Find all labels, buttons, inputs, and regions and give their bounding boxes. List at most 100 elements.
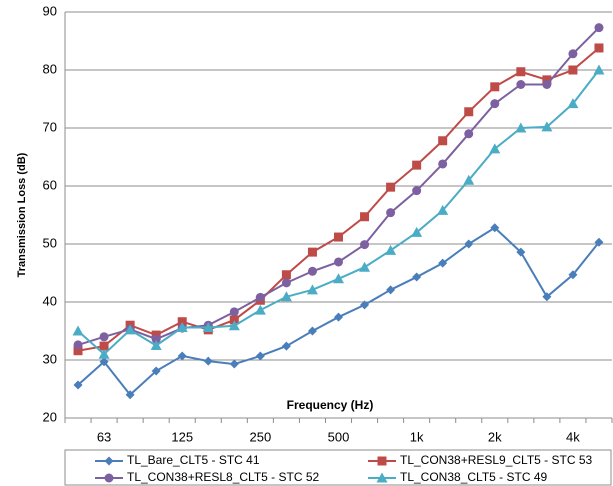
y-tick-label: 60 [43,177,57,192]
data-point [73,346,83,356]
data-point [542,75,552,85]
data-point [281,341,291,351]
data-point [125,390,135,400]
legend-label: TL_Bare_CLT5 - STC 41 [127,453,260,467]
data-point [307,326,317,336]
legend-marker [104,456,114,466]
x-tick-label: 2k [488,429,502,444]
data-point [203,356,213,366]
data-point [594,237,604,247]
data-point [202,322,214,333]
y-tick-label: 90 [43,3,57,18]
data-point [490,99,500,109]
series-line [77,47,600,352]
legend-label: TL_CON38+RESL8_CLT5 - STC 52 [127,470,320,484]
x-tick-label: 4k [566,429,580,444]
data-point [593,64,605,75]
x-tick-label: 250 [250,429,272,444]
data-point [177,351,187,361]
legend-label: TL_CON38_CLT5 - STC 49 [400,470,547,484]
data-point [254,304,266,315]
data-point [306,284,318,295]
x-axis-title: Frequency (Hz) [287,398,374,412]
data-point [541,121,553,132]
data-point [334,232,343,242]
x-tick-label: 125 [171,429,193,444]
data-point [73,380,83,390]
data-point [360,212,370,222]
data-point [542,80,552,89]
y-axis-title: Transmission Loss (dB) [16,152,28,277]
y-tick-label: 50 [43,235,57,250]
data-point [281,270,291,280]
data-point [464,107,474,117]
data-point [385,244,397,255]
data-point [463,174,475,185]
data-point [438,258,448,268]
data-point [307,247,317,257]
data-point [229,359,239,369]
y-tick-label: 20 [43,409,57,424]
data-point [568,270,578,280]
data-point [255,292,265,302]
data-point [124,324,136,335]
data-point [490,223,500,233]
data-point [228,320,240,331]
data-point [412,160,422,170]
data-point [412,186,422,196]
data-point [567,98,579,109]
data-point [99,341,109,351]
data-point [99,357,109,367]
data-point [464,239,474,249]
y-tick-label: 80 [43,61,57,76]
data-point [255,351,265,361]
data-point [360,300,370,310]
series-line [77,69,600,356]
data-point [594,23,604,33]
data-point [515,122,527,133]
data-point [542,292,552,302]
data-point [438,136,448,146]
data-point [438,159,448,169]
data-point [516,247,526,257]
data-point [594,43,604,53]
data-point [334,257,343,267]
data-point [150,340,162,350]
data-point [411,226,423,237]
data-point [359,261,371,272]
data-point [386,208,396,218]
data-point [98,348,110,359]
data-point [151,366,161,376]
data-point [151,334,161,344]
data-point [386,182,396,192]
data-point [489,143,501,154]
data-point [568,49,578,59]
x-tick-label: 1k [410,429,424,444]
data-point [229,315,239,325]
data-point [386,285,396,295]
data-point [334,312,343,322]
data-point [229,307,239,317]
y-tick-label: 30 [43,351,57,366]
data-point [412,272,422,282]
y-tick-label: 40 [43,293,57,308]
data-point [516,67,526,77]
legend-marker [104,473,114,483]
x-tick-label: 63 [97,429,111,444]
data-point [73,340,83,350]
legend-marker [376,472,388,483]
data-point [307,266,317,276]
x-tick-label: 500 [328,429,350,444]
data-point [72,325,84,336]
data-point [177,317,187,327]
data-point [437,204,449,215]
y-tick-label: 70 [43,119,57,134]
legend-box [64,449,612,486]
data-point [516,80,526,89]
data-point [490,82,500,92]
legend-marker [377,456,387,466]
data-point [280,291,292,302]
data-point [568,65,578,75]
